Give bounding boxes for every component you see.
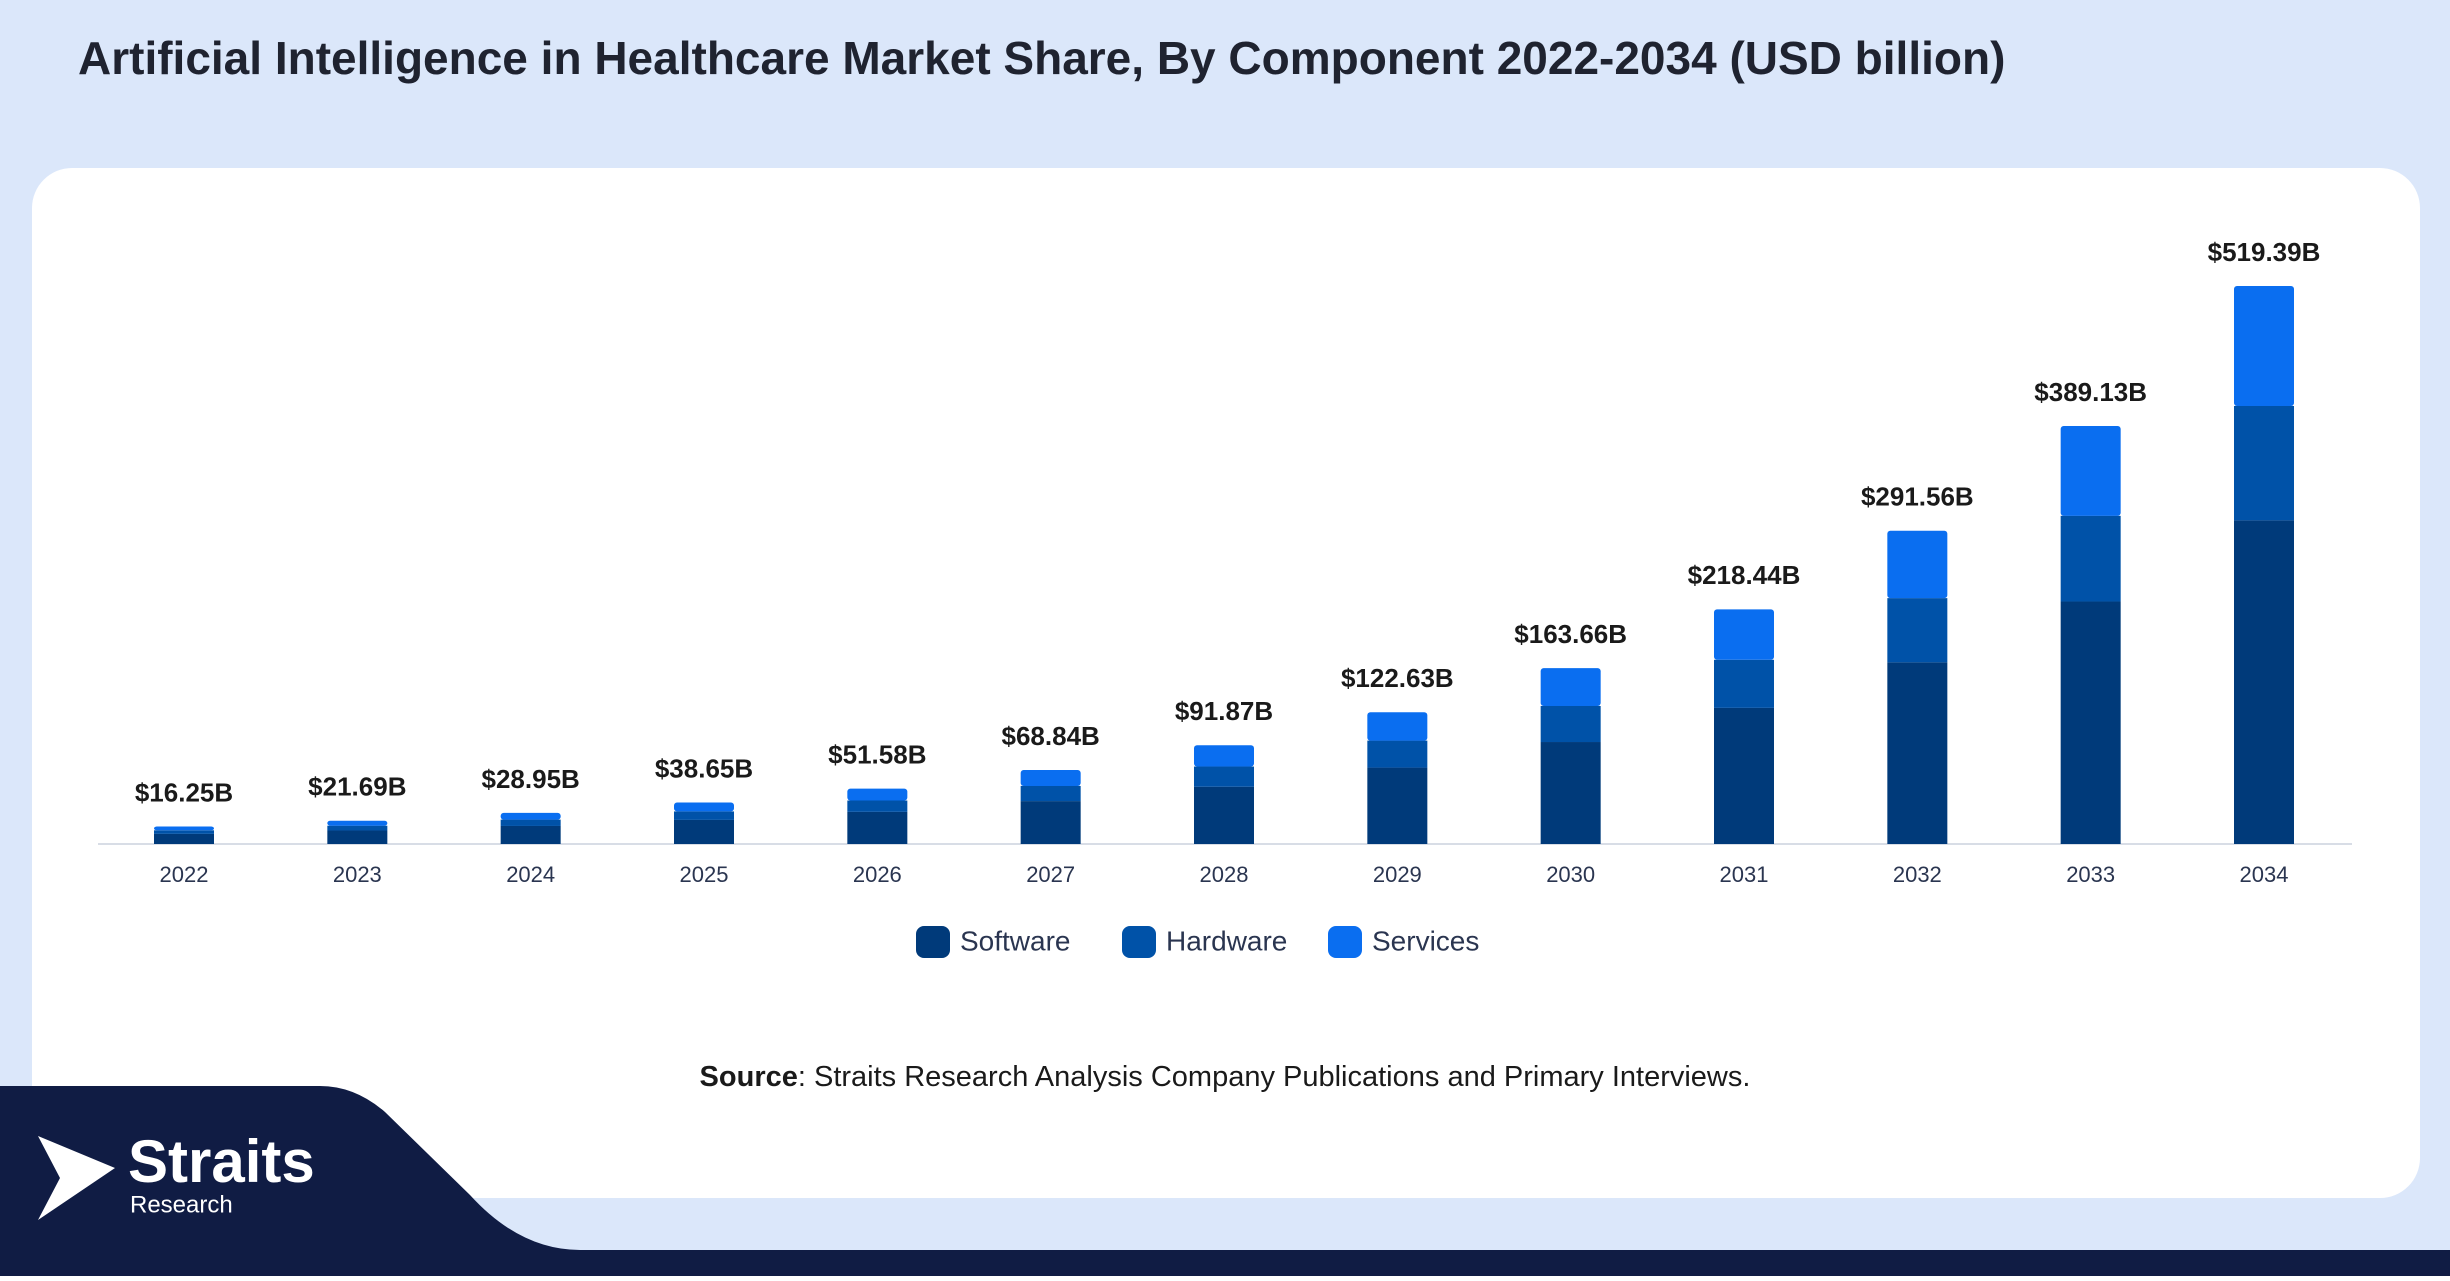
total-label: $28.95B bbox=[482, 764, 580, 794]
bar-segment bbox=[847, 811, 908, 844]
bar-segment bbox=[500, 819, 561, 826]
bar-segment bbox=[1540, 705, 1601, 743]
legend-swatch bbox=[916, 926, 950, 958]
total-label: $16.25B bbox=[135, 777, 233, 807]
x-tick-label: 2025 bbox=[680, 862, 729, 887]
bar-segment bbox=[1367, 712, 1428, 741]
logo-tagline: Research bbox=[130, 1191, 233, 1218]
x-tick-label: 2033 bbox=[2066, 862, 2115, 887]
total-label: $291.56B bbox=[1861, 482, 1974, 512]
total-label: $218.44B bbox=[1688, 560, 1801, 590]
total-label: $51.58B bbox=[828, 739, 926, 769]
total-label: $163.66B bbox=[1514, 619, 1627, 649]
source: Source: Straits Research Analysis Compan… bbox=[700, 1061, 1751, 1093]
bar-segment bbox=[500, 812, 561, 820]
bar-segment bbox=[674, 811, 734, 820]
card bbox=[32, 168, 2420, 1198]
legend-label: Software bbox=[960, 925, 1071, 956]
x-tick-label: 2032 bbox=[1893, 862, 1942, 887]
bar-segment bbox=[1020, 785, 1081, 802]
bar-segment bbox=[2060, 601, 2121, 844]
legend-label: Hardware bbox=[1166, 925, 1287, 956]
bar-segment bbox=[847, 788, 908, 801]
bar-segment bbox=[1714, 707, 1774, 844]
bar-segment bbox=[1714, 609, 1774, 660]
x-tick-label: 2022 bbox=[160, 862, 209, 887]
chart-title: Artificial Intelligence in Healthcare Ma… bbox=[78, 32, 2005, 84]
legend-swatch bbox=[1328, 926, 1362, 958]
total-label: $91.87B bbox=[1175, 696, 1273, 726]
logo-name: Straits bbox=[128, 1128, 315, 1195]
total-label: $68.84B bbox=[1002, 721, 1100, 751]
bar-segment bbox=[154, 830, 214, 834]
bar-segment bbox=[1194, 745, 1254, 767]
bar-segment bbox=[1020, 770, 1081, 786]
bar-segment bbox=[2060, 515, 2121, 602]
bar-segment bbox=[154, 826, 214, 831]
bar-segment bbox=[847, 800, 908, 812]
bar-segment bbox=[2234, 405, 2294, 521]
source-text: : Straits Research Analysis Company Publ… bbox=[798, 1061, 1751, 1093]
footer-shape bbox=[0, 1086, 2450, 1276]
bar-segment bbox=[1367, 740, 1428, 768]
bar-segment bbox=[154, 833, 214, 844]
x-tick-label: 2031 bbox=[1720, 862, 1769, 887]
bar-segment bbox=[1540, 668, 1601, 706]
bar-segment bbox=[2060, 425, 2121, 516]
total-label: $519.39B bbox=[2208, 237, 2321, 267]
total-label: $122.63B bbox=[1341, 663, 1454, 693]
bar-segment bbox=[674, 802, 734, 812]
bar-segment bbox=[327, 825, 388, 831]
bar-segment bbox=[1714, 659, 1774, 708]
bar-segment bbox=[1887, 662, 1948, 844]
bar-segment bbox=[1540, 742, 1601, 844]
x-tick-label: 2026 bbox=[853, 862, 902, 887]
bar-segment bbox=[1194, 766, 1254, 787]
source-label: Source bbox=[700, 1061, 798, 1093]
bar-segment bbox=[2234, 520, 2294, 844]
bar-segment bbox=[1194, 786, 1254, 844]
bar-segment bbox=[327, 820, 388, 826]
x-tick-label: 2028 bbox=[1200, 862, 1249, 887]
x-tick-label: 2034 bbox=[2240, 862, 2289, 887]
bar-segment bbox=[1887, 530, 1948, 599]
bar-segment bbox=[500, 825, 561, 844]
x-tick-label: 2029 bbox=[1373, 862, 1422, 887]
x-tick-label: 2030 bbox=[1546, 862, 1595, 887]
bar-segment bbox=[1367, 767, 1428, 844]
legend-swatch bbox=[1122, 926, 1156, 958]
x-tick-label: 2023 bbox=[333, 862, 382, 887]
x-tick-label: 2027 bbox=[1026, 862, 1075, 887]
logo-icon bbox=[38, 1136, 115, 1220]
bar-segment bbox=[1887, 598, 1948, 663]
total-label: $38.65B bbox=[655, 753, 753, 783]
bar-segment bbox=[2234, 286, 2294, 406]
x-tick-label: 2024 bbox=[506, 862, 555, 887]
bar-segment bbox=[1020, 801, 1081, 844]
bar-segment bbox=[327, 830, 388, 844]
bar-segment bbox=[674, 819, 734, 844]
total-label: $389.13B bbox=[2034, 377, 2147, 407]
total-label: $21.69B bbox=[308, 772, 406, 802]
legend-label: Services bbox=[1372, 925, 1479, 956]
